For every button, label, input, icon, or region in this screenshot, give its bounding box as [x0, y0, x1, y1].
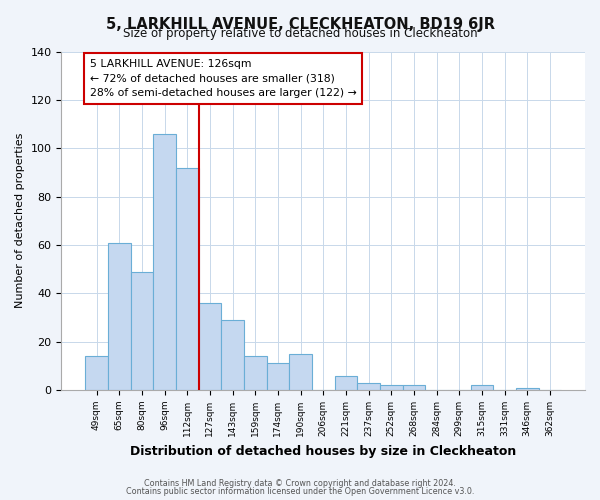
Text: Size of property relative to detached houses in Cleckheaton: Size of property relative to detached ho…: [122, 28, 478, 40]
Bar: [108, 242, 131, 390]
Bar: [357, 383, 380, 390]
Bar: [516, 388, 539, 390]
X-axis label: Distribution of detached houses by size in Cleckheaton: Distribution of detached houses by size …: [130, 444, 517, 458]
Bar: [199, 303, 221, 390]
Bar: [380, 385, 403, 390]
Bar: [176, 168, 199, 390]
Bar: [153, 134, 176, 390]
Y-axis label: Number of detached properties: Number of detached properties: [15, 133, 25, 308]
Bar: [470, 385, 493, 390]
Text: 5, LARKHILL AVENUE, CLECKHEATON, BD19 6JR: 5, LARKHILL AVENUE, CLECKHEATON, BD19 6J…: [106, 18, 494, 32]
Bar: [85, 356, 108, 390]
Bar: [266, 364, 289, 390]
Text: Contains public sector information licensed under the Open Government Licence v3: Contains public sector information licen…: [126, 487, 474, 496]
Bar: [403, 385, 425, 390]
Bar: [289, 354, 312, 390]
Bar: [335, 376, 357, 390]
Bar: [221, 320, 244, 390]
Text: Contains HM Land Registry data © Crown copyright and database right 2024.: Contains HM Land Registry data © Crown c…: [144, 479, 456, 488]
Bar: [244, 356, 266, 390]
Bar: [131, 272, 153, 390]
Text: 5 LARKHILL AVENUE: 126sqm
← 72% of detached houses are smaller (318)
28% of semi: 5 LARKHILL AVENUE: 126sqm ← 72% of detac…: [90, 59, 356, 98]
